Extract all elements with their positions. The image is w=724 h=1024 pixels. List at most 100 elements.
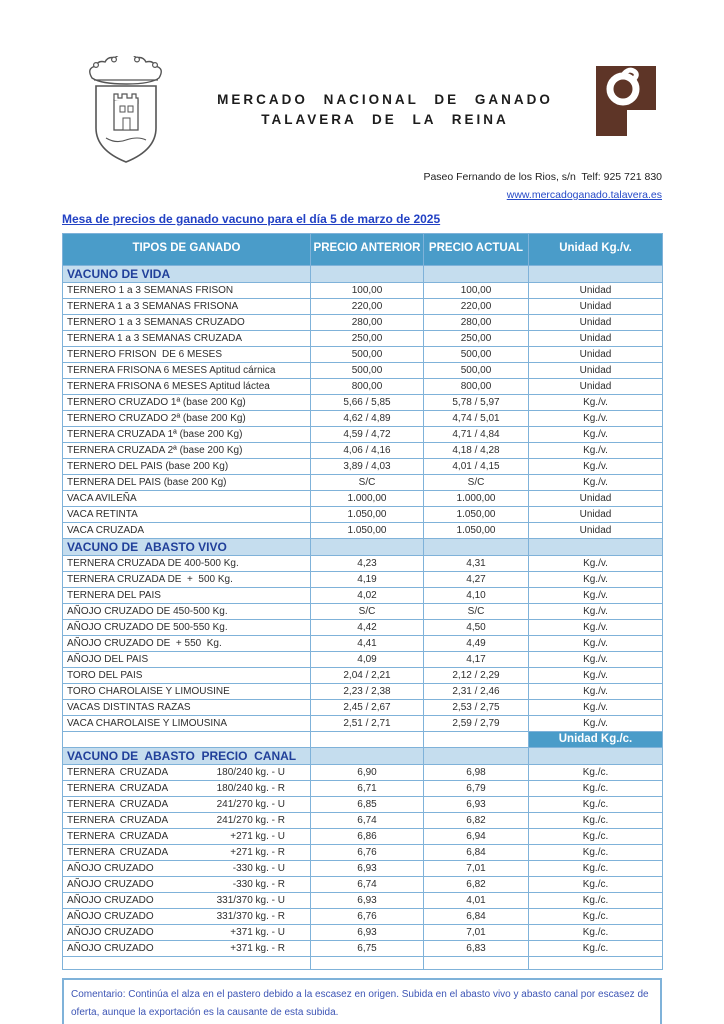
cell-ganado-label: AÑOJO CRUZADO DE + 550 Kg. (62, 634, 311, 652)
cell-unidad: Unidad (528, 505, 663, 523)
section-header-row: VACUNO DE ABASTO PRECIO CANAL (62, 746, 663, 765)
cell-precio-actual: 4,01 (423, 891, 529, 909)
ganado-spec: 180/240 kg. - R (216, 782, 285, 794)
cell-unidad: Unidad (528, 377, 663, 395)
cell-precio-anterior: 280,00 (310, 313, 424, 331)
table-row: AÑOJO DEL PAIS 4,09 4,17 Kg./v. (62, 650, 663, 668)
cell-ganado-label: AÑOJO CRUZADO 331/370 kg. - U (62, 891, 311, 909)
section-title: VACUNO DE ABASTO PRECIO CANAL (62, 746, 311, 765)
ganado-spec: +371 kg. - R (230, 942, 285, 954)
table-row: TERNERO 1 a 3 SEMANAS FRISON 100,00 100,00… (62, 281, 663, 299)
trailing-empty-row (62, 955, 663, 970)
cell-precio-actual: 4,71 / 4,84 (423, 425, 529, 443)
cell-ganado-label: AÑOJO DEL PAIS (62, 650, 311, 668)
ganado-spec: +271 kg. - R (230, 846, 285, 858)
cell-ganado-label: TERNERA 1 a 3 SEMANAS CRUZADA (62, 329, 311, 347)
table-row: VACA CRUZADA 1.050,00 1.050,00 Unidad (62, 521, 663, 539)
ganado-spec: 241/270 kg. - U (216, 798, 285, 810)
cell-unidad: Kg./v. (528, 602, 663, 620)
table-row: AÑOJO CRUZADO 331/370 kg. - R 6,76 6,84 Kg./… (62, 907, 663, 925)
cell-empty (310, 955, 424, 970)
cell-empty (310, 730, 424, 748)
cell-empty (310, 746, 424, 765)
cell-empty (423, 537, 529, 556)
cell-precio-actual: 4,31 (423, 554, 529, 572)
cell-precio-actual: 6,84 (423, 843, 529, 861)
cell-precio-anterior: 2,45 / 2,67 (310, 698, 424, 716)
cell-empty (528, 264, 663, 283)
table-row: TERNERA DEL PAIS (base 200 Kg) S/C S/C Kg./… (62, 473, 663, 491)
cell-ganado-label: AÑOJO CRUZADO +371 kg. - U (62, 923, 311, 941)
cell-precio-anterior: 500,00 (310, 361, 424, 379)
cell-precio-actual: 6,98 (423, 763, 529, 781)
ganado-name: AÑOJO CRUZADO (67, 926, 154, 938)
cell-precio-actual: 4,17 (423, 650, 529, 668)
cell-unidad: Kg./v. (528, 586, 663, 604)
cell-unidad: Kg./c. (528, 939, 663, 957)
cell-precio-anterior: 220,00 (310, 297, 424, 315)
table-row: TERNERA FRISONA 6 MESES Aptitud láctea 80… (62, 377, 663, 395)
cell-precio-actual: 6,83 (423, 939, 529, 957)
cell-precio-actual: 2,31 / 2,46 (423, 682, 529, 700)
cell-ganado-label: AÑOJO CRUZADO DE 450-500 Kg. (62, 602, 311, 620)
column-header-precio-anterior: PRECIO ANTERIOR (310, 232, 424, 266)
cell-unidad: Kg./v. (528, 425, 663, 443)
table-row: AÑOJO CRUZADO +371 kg. - R 6,75 6,83 Kg./c. (62, 939, 663, 957)
table-row: TERNERA CRUZADA DE + 500 Kg. 4,19 4,27 Kg./… (62, 570, 663, 588)
table-row: TERNERO FRISON DE 6 MESES 500,00 500,00 Uni… (62, 345, 663, 363)
table-row: AÑOJO CRUZADO -330 kg. - U 6,93 7,01 Kg./c. (62, 859, 663, 877)
cell-empty (423, 746, 529, 765)
cell-unidad: Kg./v. (528, 714, 663, 732)
cell-precio-anterior: 6,74 (310, 875, 424, 893)
ganado-name: AÑOJO CRUZADO (67, 942, 154, 954)
cell-precio-anterior: 4,59 / 4,72 (310, 425, 424, 443)
cell-precio-anterior: 2,04 / 2,21 (310, 666, 424, 684)
cell-precio-actual: 5,78 / 5,97 (423, 393, 529, 411)
website-link[interactable]: www.mercadoganado.talavera.es (506, 188, 662, 201)
section-title: VACUNO DE ABASTO VIVO (62, 537, 311, 556)
cell-precio-anterior: 100,00 (310, 281, 424, 299)
cell-unidad: Kg./v. (528, 457, 663, 475)
cell-unidad: Unidad (528, 361, 663, 379)
cell-ganado-label: TERNERA CRUZADA DE 400-500 Kg. (62, 554, 311, 572)
table-row: TERNERO CRUZADO 1ª (base 200 Kg) 5,66 / 5… (62, 393, 663, 411)
cell-precio-actual: 1.050,00 (423, 521, 529, 539)
unit-canal-row: Unidad Kg./c. (62, 730, 663, 748)
cell-precio-anterior: 6,76 (310, 843, 424, 861)
price-table: TIPOS DE GANADO PRECIO ANTERIOR PRECIO A… (62, 232, 663, 970)
cell-empty (310, 264, 424, 283)
ganado-spec: -330 kg. - R (232, 878, 285, 890)
cell-unidad: Unidad (528, 297, 663, 315)
cell-precio-anterior: 2,23 / 2,38 (310, 682, 424, 700)
table-row: TERNERA CRUZADA +271 kg. - R 6,76 6,84 Kg./c… (62, 843, 663, 861)
cell-unidad: Kg./c. (528, 843, 663, 861)
cell-empty (62, 955, 311, 970)
cell-precio-anterior: 6,71 (310, 779, 424, 797)
cell-ganado-label: TERNERO FRISON DE 6 MESES (62, 345, 311, 363)
cell-unidad: Kg./c. (528, 763, 663, 781)
table-header-row: TIPOS DE GANADO PRECIO ANTERIOR PRECIO A… (62, 232, 663, 266)
cell-ganado-label: TERNERO DEL PAIS (base 200 Kg) (62, 457, 311, 475)
ganado-name: AÑOJO CRUZADO (67, 910, 154, 922)
table-row: VACA AVILEÑA 1.000,00 1.000,00 Unidad (62, 489, 663, 507)
cell-unidad: Unidad (528, 345, 663, 363)
ganado-spec: 331/370 kg. - U (216, 894, 285, 906)
cell-unidad: Kg./c. (528, 827, 663, 845)
cell-unidad: Unidad (528, 489, 663, 507)
cell-empty (528, 537, 663, 556)
cell-unidad: Kg./v. (528, 698, 663, 716)
table-row: TERNERO 1 a 3 SEMANAS CRUZADO 280,00 280,0… (62, 313, 663, 331)
city-crest-icon (62, 56, 192, 168)
page-title: Mesa de precios de ganado vacuno para el… (62, 211, 441, 226)
cell-unidad: Kg./c. (528, 795, 663, 813)
cell-ganado-label: TERNERO 1 a 3 SEMANAS CRUZADO (62, 313, 311, 331)
cell-precio-actual: 4,27 (423, 570, 529, 588)
column-header-precio-actual: PRECIO ACTUAL (423, 232, 529, 266)
cell-precio-anterior: 1.050,00 (310, 521, 424, 539)
cell-unidad: Unidad (528, 329, 663, 347)
ganado-spec: 180/240 kg. - U (216, 766, 285, 778)
cell-precio-anterior: 6,93 (310, 923, 424, 941)
cell-unidad: Unidad (528, 521, 663, 539)
cell-precio-actual: 6,94 (423, 827, 529, 845)
ganado-name: TERNERA CRUZADA (67, 782, 169, 794)
